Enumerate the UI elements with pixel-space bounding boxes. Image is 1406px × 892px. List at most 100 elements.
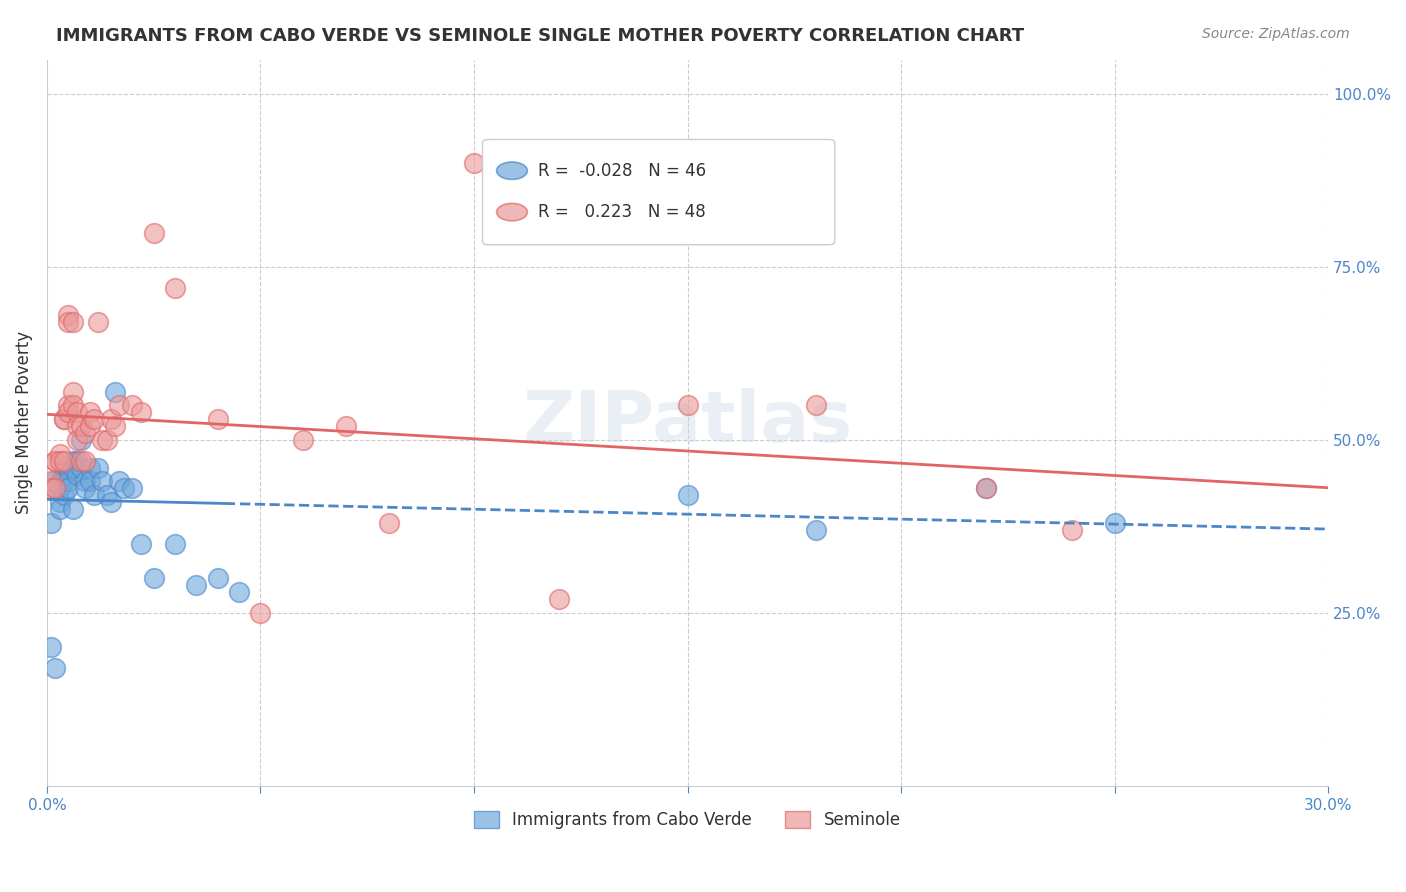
Point xyxy=(83,412,105,426)
Point xyxy=(804,398,827,412)
Point xyxy=(48,482,70,496)
Point xyxy=(62,460,84,475)
Circle shape xyxy=(496,203,527,221)
Point xyxy=(91,475,114,489)
Point xyxy=(44,475,66,489)
Point xyxy=(48,495,70,509)
Point xyxy=(228,585,250,599)
Point xyxy=(44,454,66,468)
Point xyxy=(75,454,97,468)
Point xyxy=(463,156,485,170)
Point xyxy=(58,405,80,419)
Point xyxy=(62,502,84,516)
Point xyxy=(52,454,75,468)
Point xyxy=(62,398,84,412)
Point xyxy=(976,482,998,496)
Point xyxy=(39,475,62,489)
Point xyxy=(249,606,271,620)
Point xyxy=(292,433,315,447)
Point xyxy=(142,571,165,585)
Point xyxy=(52,467,75,482)
Point xyxy=(48,475,70,489)
Point xyxy=(676,488,699,502)
Point xyxy=(52,412,75,426)
Point xyxy=(121,398,143,412)
Point xyxy=(52,488,75,502)
Point xyxy=(66,405,89,419)
Point xyxy=(62,384,84,399)
Point xyxy=(44,661,66,675)
Point xyxy=(66,419,89,434)
Text: R =   0.223   N = 48: R = 0.223 N = 48 xyxy=(537,203,706,221)
Point xyxy=(52,475,75,489)
Point xyxy=(104,384,127,399)
Point xyxy=(66,454,89,468)
Point xyxy=(70,460,93,475)
Point xyxy=(79,419,101,434)
Point xyxy=(186,578,208,592)
Y-axis label: Single Mother Poverty: Single Mother Poverty xyxy=(15,331,32,515)
Circle shape xyxy=(496,162,527,179)
Point xyxy=(1060,523,1083,537)
Point xyxy=(96,433,118,447)
Point xyxy=(91,433,114,447)
Text: ZIPatlas: ZIPatlas xyxy=(523,388,852,458)
Point xyxy=(104,419,127,434)
Point xyxy=(112,482,135,496)
Point xyxy=(62,315,84,329)
Point xyxy=(66,467,89,482)
Point xyxy=(48,502,70,516)
Text: R =  -0.028   N = 46: R = -0.028 N = 46 xyxy=(537,161,706,179)
Point xyxy=(108,475,131,489)
Legend: Immigrants from Cabo Verde, Seminole: Immigrants from Cabo Verde, Seminole xyxy=(467,804,908,836)
Point xyxy=(52,460,75,475)
Point xyxy=(129,537,152,551)
Point xyxy=(1104,516,1126,530)
Point xyxy=(66,433,89,447)
Point xyxy=(163,281,186,295)
Point xyxy=(48,454,70,468)
Point xyxy=(87,460,110,475)
Point xyxy=(58,309,80,323)
Point xyxy=(39,640,62,655)
Point xyxy=(87,315,110,329)
Point xyxy=(676,398,699,412)
Point xyxy=(70,419,93,434)
Point xyxy=(44,482,66,496)
Text: IMMIGRANTS FROM CABO VERDE VS SEMINOLE SINGLE MOTHER POVERTY CORRELATION CHART: IMMIGRANTS FROM CABO VERDE VS SEMINOLE S… xyxy=(56,27,1025,45)
FancyBboxPatch shape xyxy=(482,139,835,244)
Point xyxy=(62,454,84,468)
Point xyxy=(207,571,229,585)
Point xyxy=(44,454,66,468)
Point xyxy=(58,475,80,489)
Point xyxy=(83,488,105,502)
Point xyxy=(58,398,80,412)
Point xyxy=(79,475,101,489)
Point xyxy=(70,454,93,468)
Point xyxy=(75,426,97,441)
Point xyxy=(79,460,101,475)
Point xyxy=(58,315,80,329)
Point xyxy=(39,516,62,530)
Point xyxy=(976,482,998,496)
Point xyxy=(100,495,122,509)
Point xyxy=(48,447,70,461)
Point xyxy=(75,475,97,489)
Point xyxy=(108,398,131,412)
Point xyxy=(39,482,62,496)
Point xyxy=(142,226,165,240)
Point xyxy=(75,482,97,496)
Point xyxy=(207,412,229,426)
Point xyxy=(129,405,152,419)
Point xyxy=(121,482,143,496)
Point xyxy=(44,482,66,496)
Point xyxy=(96,488,118,502)
Point xyxy=(335,419,357,434)
Point xyxy=(58,482,80,496)
Point xyxy=(79,405,101,419)
Point xyxy=(377,516,399,530)
Point xyxy=(548,592,571,607)
Point xyxy=(58,460,80,475)
Point xyxy=(100,412,122,426)
Point xyxy=(804,523,827,537)
